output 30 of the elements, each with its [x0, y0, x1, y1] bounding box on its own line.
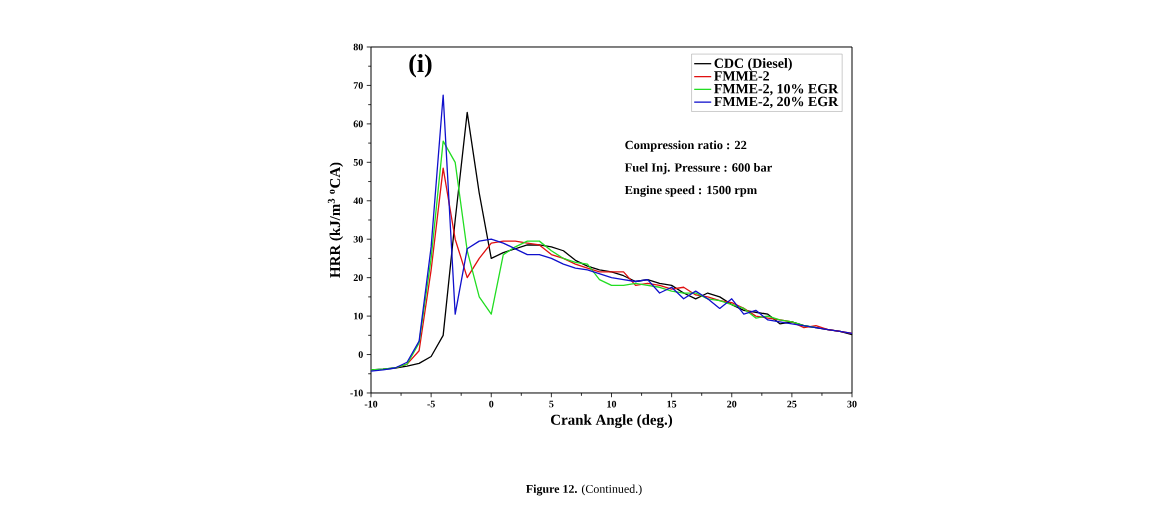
x-tick-label: 25: [787, 400, 797, 408]
annotation: Engine speed : 1500 rpm: [624, 185, 757, 197]
y-tick-label: 70: [353, 82, 363, 89]
x-tick-label: 5: [549, 400, 554, 408]
legend-label: FMME-2, 20% EGR: [714, 96, 839, 109]
legend-label: FMME-2: [714, 71, 770, 81]
y-tick-label: 0: [358, 351, 363, 358]
y-tick-label: -10: [350, 389, 363, 397]
y-tick-label: 10: [354, 312, 363, 320]
y-tick-label: 50: [353, 158, 363, 166]
y-tick-label: 20: [353, 274, 363, 282]
x-tick-label: 10: [607, 400, 617, 408]
legend-label: CDC (Diesel): [714, 58, 792, 71]
x-tick-label: 15: [667, 400, 677, 408]
y-tick-label: 60: [353, 120, 363, 128]
x-tick-label: -10: [364, 400, 378, 408]
annotation: Compression ratio : 22: [625, 140, 747, 152]
y-axis-title: HRR (kJ/m$^{3 o}$CA): [327, 162, 344, 278]
x-tick-label: 20: [727, 400, 737, 408]
y-tick-label: 80: [353, 43, 363, 51]
x-axis-title: Crank Angle (deg.): [551, 414, 673, 428]
x-tick-label: 0: [489, 400, 494, 408]
legend-label: FMME-2, 10% EGR: [714, 83, 839, 96]
y-tick-label: 30: [353, 235, 363, 243]
annotation: (i): [409, 53, 432, 78]
annotation: Fuel Inj. Pressure : 600 bar: [624, 162, 772, 175]
text: Figure 12. (Continued.): [526, 484, 642, 496]
y-tick-label: 40: [353, 197, 363, 205]
x-tick-label: 30: [847, 400, 857, 408]
x-tick-label: -5: [427, 400, 435, 408]
